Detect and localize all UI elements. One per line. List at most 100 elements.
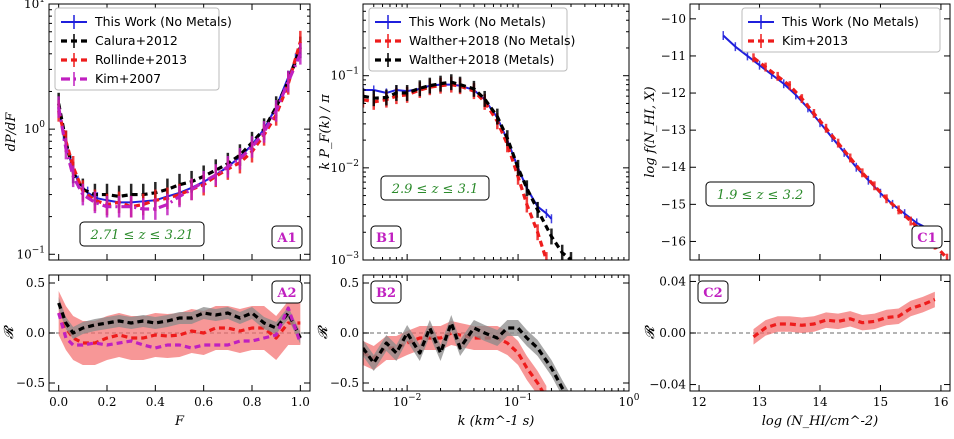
legend-entry: Walther+2018 (No Metals) [409,33,575,48]
y-tick-label: 10−2 [330,159,359,175]
legend-entry: This Work (No Metals) [408,14,546,29]
redshift-box [79,221,205,247]
x-tick-label: 1.0 [291,395,310,409]
panel-tag: C2 [703,286,722,301]
series-line [57,53,302,211]
y-axis-label: k P_F(k) / π [318,94,333,170]
y-tick-label: 0.5 [340,276,359,290]
redshift-label: 2.9 ≤ z ≤ 3.1 [391,182,479,197]
y-tick-label: 100 [24,120,45,136]
plot-area [363,74,573,260]
x-tick-label: 0.6 [194,395,213,409]
x-axis-label: log (N_HI/cm^-2) [762,414,878,429]
redshift-box [380,175,490,201]
legend-frame [54,7,220,91]
x-tick-label: 0.4 [146,395,165,409]
series-kim-2007 [57,42,302,220]
legend-frame [368,7,568,72]
y-tick-label: −14 [661,160,687,174]
y-axis-label: dP/dF [4,112,19,152]
plot-area [363,315,629,391]
y-tick-label: −13 [661,123,686,137]
legend-entry: This Work (No Metals) [94,14,232,29]
y-tick-label: −0.5 [330,376,359,390]
y-tick-label: 0.0 [340,326,359,340]
y-tick-label: −0.5 [16,376,45,390]
x-tick-label: 14 [812,395,828,409]
x-tick-label: 10−2 [393,393,422,409]
legend-entry: This Work (No Metals) [781,14,919,29]
panel-b1: 10−3 10−2 10−1 k P_F(k) / π B1 2.9 ≤ z ≤ 3.1 T… [318,3,630,267]
y-tick-label: 10−1 [16,245,45,261]
x-axis-label: F [174,414,185,429]
x-tick-label: 0.2 [97,395,116,409]
panel-tag: A2 [276,286,296,301]
y-tick-label: 0.5 [26,276,45,290]
plot-area [722,31,949,260]
panel-tag-box [271,280,303,304]
series-line [57,41,302,209]
y-axis-label: log f(N_HI, X) [643,86,658,177]
series-line [57,302,302,339]
panel-tag-box [370,280,402,304]
panel-a2: −0.5 0.0 0.5 0.0 0.2 0.4 0.6 0.8 1.0 𝓡 F A2 [2,274,311,429]
redshift-label: 2.71 ≤ z ≤ 3.21 [89,228,193,243]
legend-entry: Calura+2012 [95,33,178,48]
legend-entry: Kim+2007 [95,71,161,86]
y-axis-label: 𝓡 [643,324,658,339]
y-tick-label: −16 [661,234,686,248]
panel-frame [362,3,630,261]
y-tick-label: −0.04 [649,378,686,392]
y-tick-label: 0.00 [659,326,686,340]
x-tick-label: 13 [752,395,767,409]
series-walther-2018-metals- [363,74,573,260]
x-tick-label: 12 [691,395,706,409]
panel-tag: B2 [376,286,396,301]
error-band [58,291,301,365]
y-tick-label: −11 [661,49,686,63]
error-band [58,297,301,344]
series-line [752,298,936,339]
redshift-box [705,181,815,207]
panel-a1: 10−1 100 101 dP/dF A1 2.71 ≤ z ≤ 3.21 This Wor… [4,0,311,261]
panel-tag: B1 [376,231,396,246]
y-axis-label: 𝓡 [2,324,17,339]
series-line [363,83,548,260]
y-tick-label: 10−1 [330,67,359,83]
legend-frame [741,7,941,53]
legend-entry: Rollinde+2013 [95,52,187,67]
series-line [363,321,566,391]
legend: This Work (No Metals) Kim+2013 [741,7,941,53]
x-tick-label: 0.8 [242,395,261,409]
panel-b2: −0.5 0.0 0.5 10−2 10−1 100 𝓡k (km^-1 s) B2 [316,274,640,429]
y-tick-label: 0.0 [26,326,45,340]
y-tick-label: 10−3 [330,251,359,267]
series-kim-2013 [752,53,949,260]
x-tick-label: 0.0 [49,395,68,409]
y-tick-label: −15 [661,197,686,211]
series-line [57,46,302,199]
legend-entry: Kim+2013 [782,33,848,48]
panel-tag-box [370,225,402,249]
plot-area [57,30,302,220]
y-axis-label: 𝓡 [316,324,331,339]
panel-tag-box [271,225,303,249]
x-tick-label: 16 [933,395,948,409]
x-axis-label: k (km^-1 s) [458,414,535,429]
error-band [363,315,569,391]
series-kim-2013 [752,291,936,345]
panel-tag-box [697,280,729,304]
legend: This Work (No Metals) Walther+2018 (No Me… [368,7,575,72]
panel-tag: A1 [276,231,296,246]
y-tick-label: −10 [661,12,686,26]
legend: This Work (No Metals) Calura+2012 Rollinde… [54,7,232,91]
y-tick-label: 101 [24,0,45,11]
x-tick-label: 100 [618,393,639,409]
legend-entry: Walther+2018 (Metals) [409,52,554,67]
series-walther-2018-metals- [363,315,569,391]
panel-c1: −16 −15 −14 −13 −12 −11 −10 log f(N_HI, X) C1 1.9… [643,3,951,261]
x-tick-label: 10−1 [504,393,533,409]
redshift-label: 1.9 ≤ z ≤ 3.2 [717,188,804,203]
